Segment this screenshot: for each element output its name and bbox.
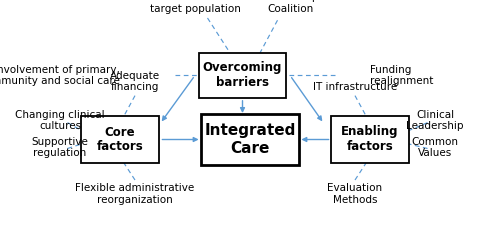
- Text: Clinical
Leadership: Clinical Leadership: [406, 110, 464, 131]
- Text: Adequate
financing: Adequate financing: [110, 71, 160, 92]
- Text: Leadership
Coalition: Leadership Coalition: [261, 0, 319, 14]
- FancyBboxPatch shape: [198, 53, 286, 98]
- FancyBboxPatch shape: [331, 116, 409, 163]
- Text: Enabling
factors: Enabling factors: [341, 126, 399, 153]
- Text: Funding
realignment: Funding realignment: [370, 65, 434, 86]
- Text: IT infrastructure: IT infrastructure: [313, 82, 397, 92]
- FancyBboxPatch shape: [201, 114, 298, 165]
- FancyBboxPatch shape: [81, 116, 159, 163]
- Text: Changing clinical
cultures: Changing clinical cultures: [15, 110, 105, 131]
- Text: Involvement of primary,
community and social care: Involvement of primary, community and so…: [0, 65, 120, 86]
- Text: Identification of
target population: Identification of target population: [150, 0, 240, 14]
- Text: Common
Values: Common Values: [412, 137, 459, 158]
- Text: Core
factors: Core factors: [96, 126, 144, 153]
- Text: Evaluation
Methods: Evaluation Methods: [328, 183, 382, 205]
- Text: Integrated
Care: Integrated Care: [204, 123, 296, 156]
- Text: Supportive
regulation: Supportive regulation: [32, 137, 88, 158]
- Text: Flexible administrative
reorganization: Flexible administrative reorganization: [76, 183, 194, 205]
- Text: Overcoming
barriers: Overcoming barriers: [203, 61, 282, 89]
